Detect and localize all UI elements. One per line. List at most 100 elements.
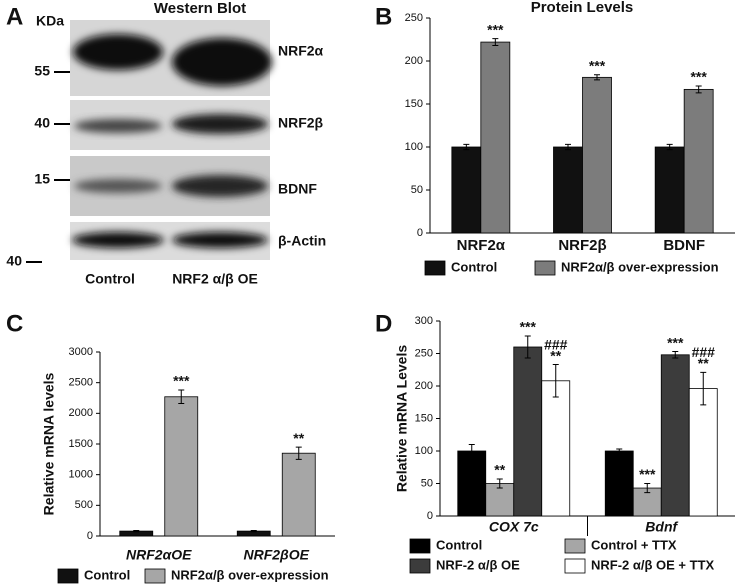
y-tick-label: 150	[415, 412, 433, 424]
band	[172, 232, 268, 248]
panel-letter: A	[6, 3, 23, 30]
error-bar	[616, 448, 623, 454]
error-bar	[178, 389, 185, 405]
y-tick-label: 50	[411, 184, 423, 196]
panel-letter: B	[375, 3, 392, 30]
error-bar	[594, 74, 600, 81]
x-tick-label: NRF2α	[457, 237, 506, 254]
panel-letter: D	[375, 310, 392, 337]
bar	[683, 88, 714, 234]
y-tick-label: 2500	[69, 377, 93, 389]
bar	[582, 76, 612, 234]
panel-letter: C	[6, 310, 23, 337]
significance-label: ###	[692, 344, 716, 360]
legend-swatch	[564, 558, 586, 574]
protein-label: NRF2α	[278, 43, 324, 59]
error-bar	[644, 483, 651, 494]
x-tick-label: BDNF	[663, 237, 705, 254]
y-axis-label: Relative mRNA Levels	[394, 345, 410, 493]
y-tick-label: 100	[415, 445, 433, 457]
bar	[480, 41, 511, 234]
bar	[513, 346, 543, 517]
y-tick-label: 100	[405, 141, 423, 153]
error-bar	[463, 143, 470, 151]
protein-label: NRF2β	[278, 115, 324, 131]
error-bar	[524, 335, 531, 359]
significance-label: ***	[690, 69, 707, 85]
significance-label: **	[494, 462, 505, 478]
marker-label: 40	[6, 253, 22, 269]
protein-label: BDNF	[278, 181, 317, 197]
bar	[660, 354, 690, 517]
bar	[485, 483, 515, 517]
band	[172, 175, 268, 197]
lane-label: Control	[85, 271, 135, 287]
error-bar	[666, 143, 673, 151]
significance-label: **	[698, 355, 709, 371]
legend-label: NRF-2 α/β OE	[436, 557, 520, 572]
y-tick-label: 500	[75, 499, 93, 511]
legend-swatch	[534, 260, 556, 276]
significance-label: **	[550, 347, 561, 363]
legend-swatch	[424, 260, 446, 276]
band	[172, 114, 268, 134]
bar	[451, 146, 482, 234]
bar	[457, 450, 487, 517]
y-tick-label: 300	[415, 315, 433, 327]
bar	[541, 380, 571, 517]
y-tick-label: 3000	[69, 346, 93, 358]
legend-label: Control + TTX	[591, 537, 677, 552]
lane-label: NRF2 α/β OE	[172, 271, 258, 287]
legend-swatch	[409, 558, 431, 574]
y-tick-label: 250	[405, 12, 423, 24]
error-bar	[672, 351, 679, 359]
error-bar	[565, 143, 571, 151]
error-bar	[468, 444, 475, 458]
legend-swatch	[57, 568, 79, 584]
legend-label: NRF-2 α/β OE + TTX	[591, 557, 715, 572]
marker-label: 15	[34, 171, 50, 187]
y-tick-label: 0	[87, 530, 93, 542]
bar	[164, 396, 199, 537]
error-bar	[496, 478, 503, 489]
x-tick-label: COX 7c	[489, 519, 539, 535]
marker-label: 40	[34, 115, 50, 131]
legend-label: Control	[451, 259, 497, 274]
band	[73, 34, 163, 70]
error-bar	[552, 364, 559, 398]
significance-label: **	[293, 430, 304, 446]
bar	[604, 450, 634, 517]
legend-label: NRF2α/β over-expression	[561, 259, 719, 274]
legend-label: NRF2α/β over-expression	[171, 567, 329, 582]
bar	[553, 146, 583, 234]
x-tick-label: NRF2β	[558, 237, 606, 254]
significance-label: ***	[639, 466, 656, 482]
bar	[654, 146, 685, 234]
unit: KDa	[36, 13, 64, 29]
band	[72, 232, 164, 248]
legend-swatch	[564, 538, 586, 554]
y-tick-label: 250	[415, 347, 433, 359]
y-tick-label: 1000	[69, 469, 93, 481]
bar-chart: B Protein Levels 0 50 100 150 200 250 NRF2α *** NR…	[375, 0, 735, 276]
band	[172, 38, 272, 86]
error-bar	[250, 529, 257, 533]
significance-label: ***	[667, 334, 684, 350]
bar	[688, 388, 718, 517]
legend-label: Control	[436, 537, 482, 552]
legend-swatch	[144, 568, 166, 584]
error-bar	[695, 85, 702, 94]
y-tick-label: 200	[415, 380, 433, 392]
y-tick-label: 150	[405, 98, 423, 110]
error-bar	[133, 529, 140, 533]
y-tick-label: 1500	[69, 438, 93, 450]
significance-label: ***	[589, 57, 606, 73]
protein-label: β-Actin	[278, 233, 326, 249]
y-tick-label: 0	[427, 510, 433, 522]
x-tick-label: NRF2βOE	[244, 547, 310, 563]
bar	[281, 452, 316, 537]
marker-label: 55	[34, 63, 50, 79]
band	[74, 179, 162, 193]
significance-label: ***	[520, 319, 537, 335]
